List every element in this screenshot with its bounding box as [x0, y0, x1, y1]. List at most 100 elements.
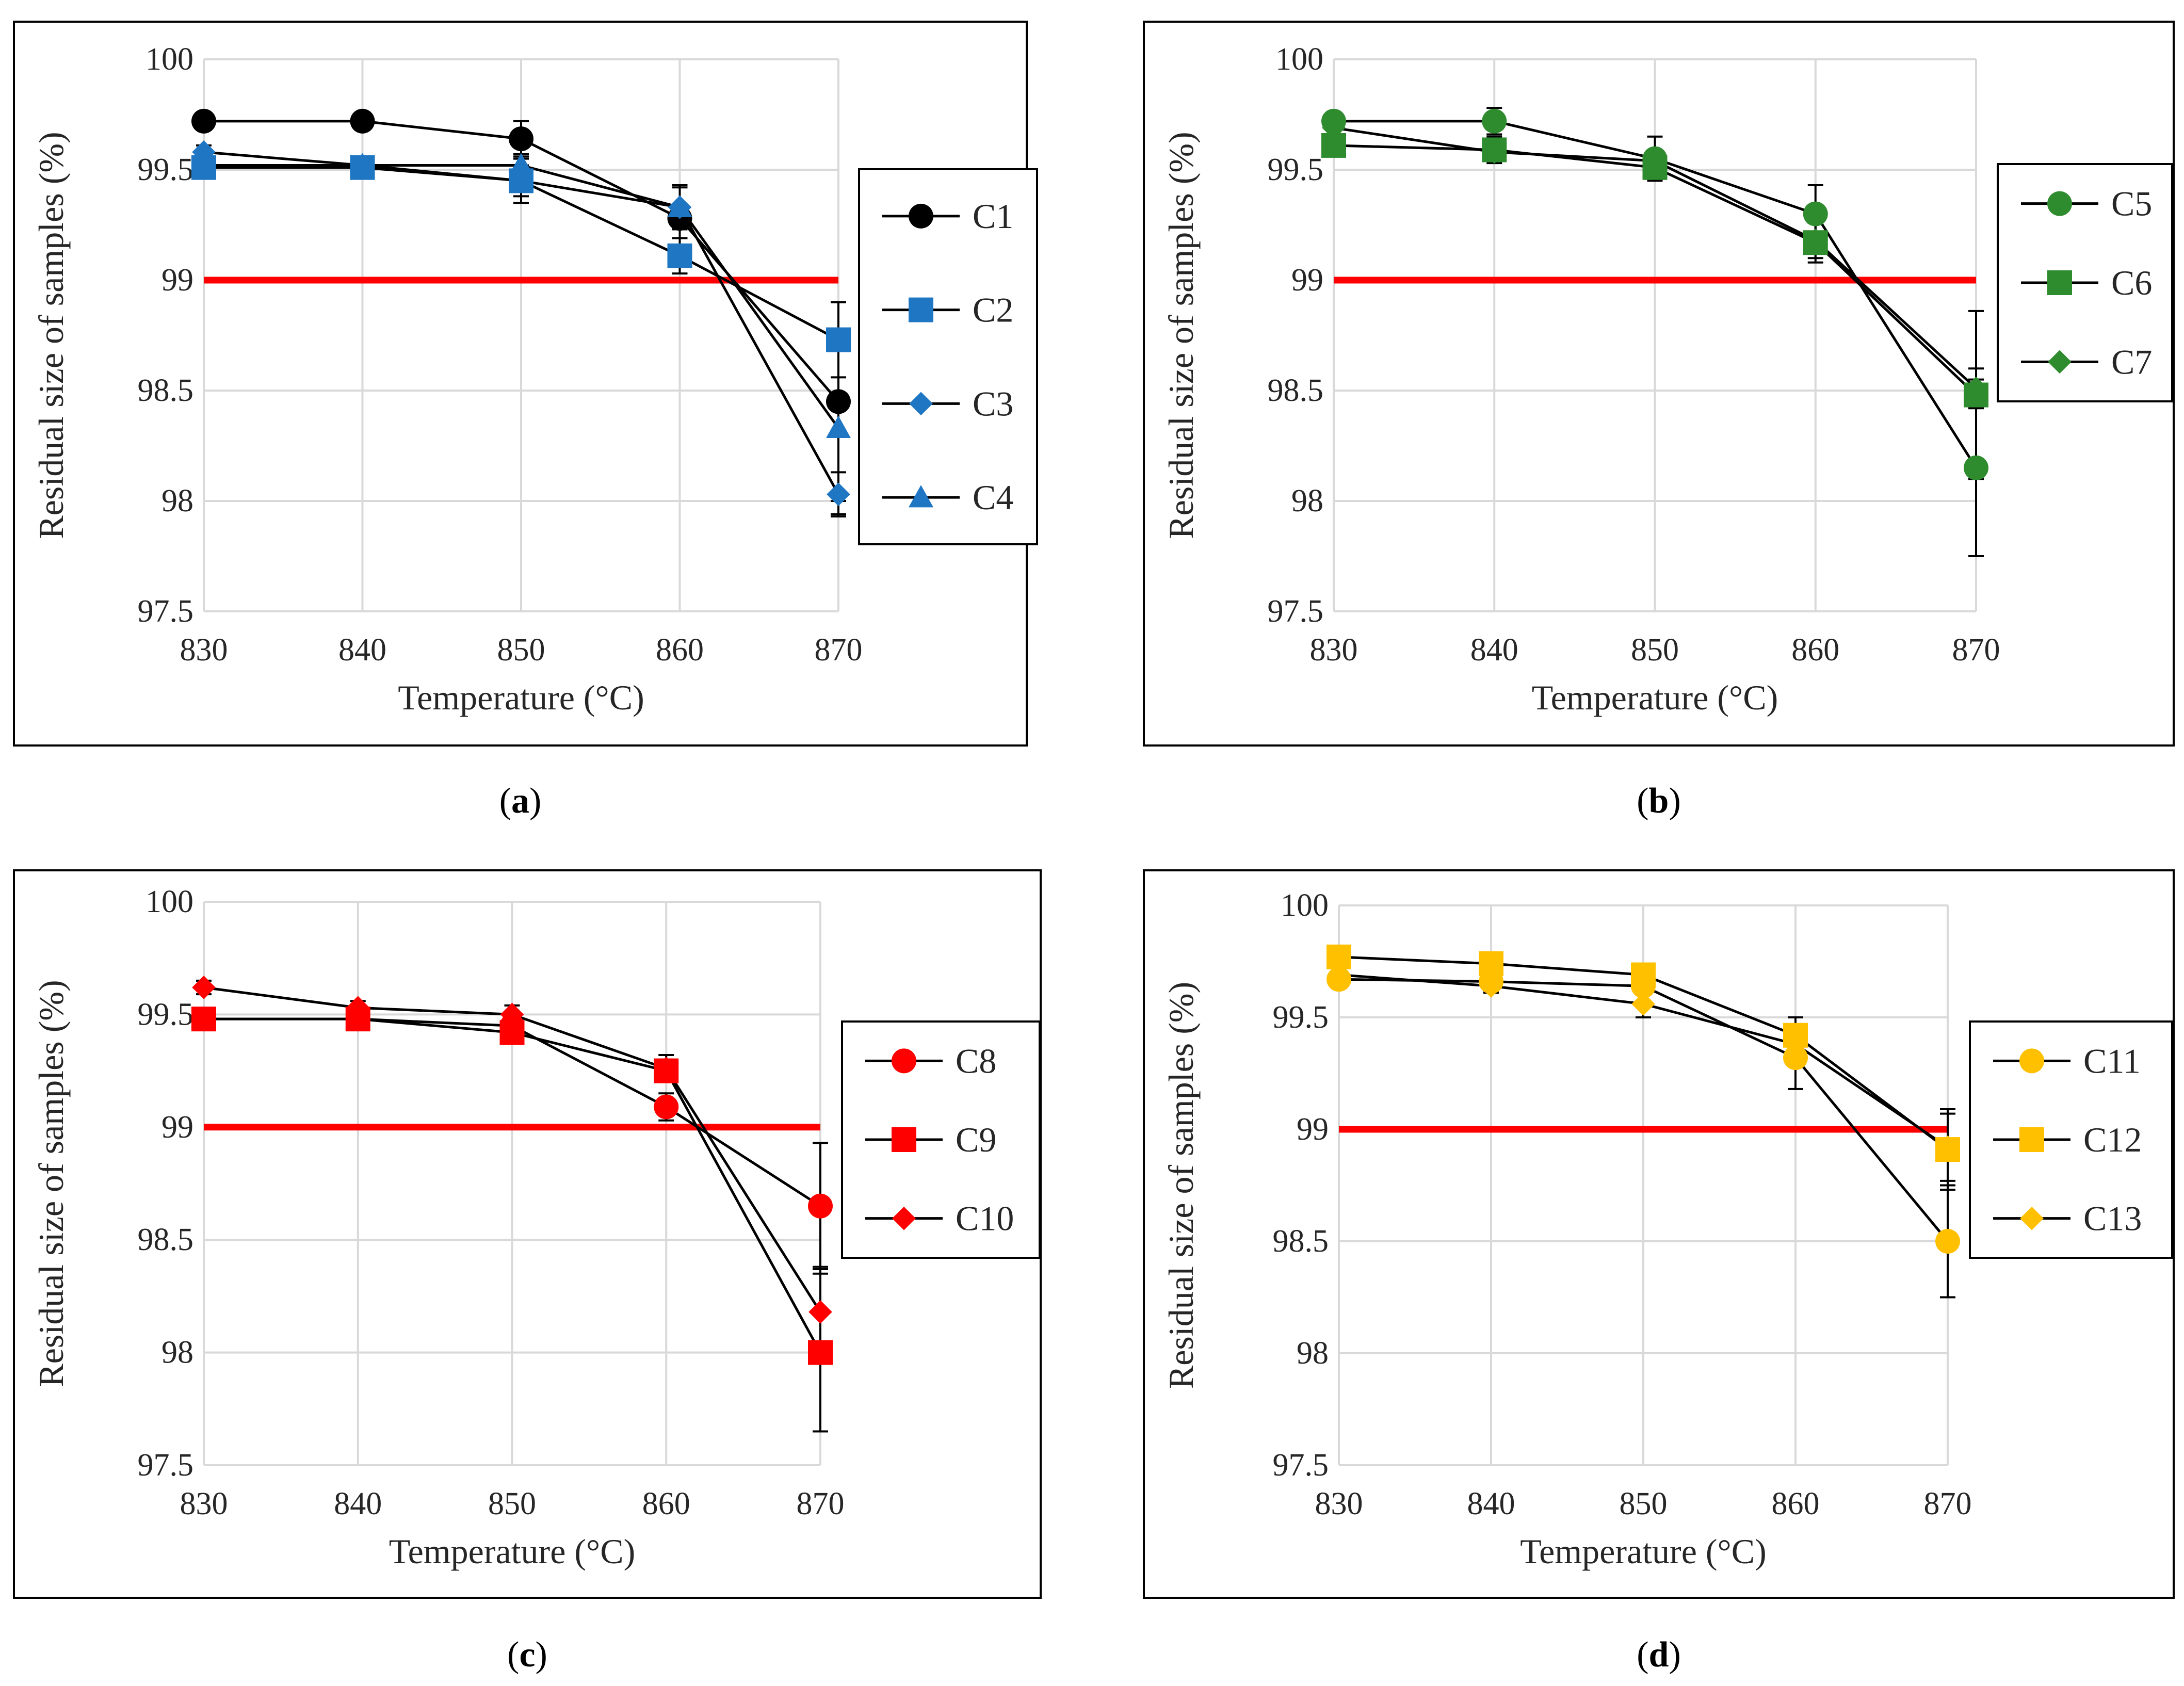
y-tick-label: 97.5	[1268, 594, 1324, 629]
x-tick-label: 850	[1620, 1486, 1668, 1521]
y-tick-label: 100	[1281, 888, 1329, 923]
data-point-c1	[509, 126, 533, 152]
data-point-c4	[350, 153, 375, 175]
y-tick-label: 98.5	[1268, 373, 1324, 408]
y-tick-label: 100	[145, 884, 193, 919]
data-point-c3	[827, 482, 850, 506]
y-tick-label: 98	[1297, 1336, 1329, 1371]
legend-label-c8: C8	[956, 1041, 996, 1080]
data-point-c10	[500, 1002, 524, 1027]
y-tick-label: 99.5	[1268, 152, 1324, 187]
legend-marker-c10	[892, 1206, 916, 1230]
data-point-c9	[808, 1340, 833, 1365]
data-point-c4	[667, 194, 692, 217]
data-point-c7	[1322, 116, 1346, 140]
data-point-c5	[1803, 201, 1828, 226]
chart-frame	[1143, 869, 2175, 1599]
y-tick-label: 98.5	[138, 1222, 194, 1257]
x-tick-label: 860	[642, 1486, 690, 1521]
legend-marker-c6	[2047, 270, 2072, 295]
chart-frame	[1143, 21, 2175, 747]
data-point-c13	[1631, 992, 1655, 1016]
x-tick-label: 870	[1952, 633, 2000, 668]
x-tick-label: 860	[1772, 1486, 1820, 1521]
chart-panel-a: 97.5 98 98.5 99 99.5 100 830 840 850 860 870 Temper…	[13, 21, 1038, 821]
x-axis-label: Temperature (°C)	[1520, 1532, 1766, 1571]
legend-box	[858, 168, 1038, 545]
data-point-c5	[1964, 455, 1988, 480]
x-tick-label: 830	[180, 633, 228, 668]
legend-marker-c2	[909, 297, 933, 322]
legend-marker-c11	[2019, 1048, 2044, 1074]
y-tick-label: 98	[161, 1335, 193, 1370]
chart-panel-c: 97.5 98 98.5 99 99.5 100 830 840 850 860 870 Temper…	[13, 869, 1042, 1675]
y-axis-label: Residual size of samples (%)	[1161, 982, 1201, 1389]
legend-label-c3: C3	[973, 384, 1013, 423]
data-point-c7	[1643, 149, 1667, 173]
y-tick-label: 99	[1297, 1112, 1329, 1147]
legend-marker-c1	[909, 203, 933, 229]
data-point-c2	[667, 243, 692, 268]
data-point-c10	[654, 1057, 678, 1081]
data-point-c4	[191, 153, 216, 175]
y-tick-label: 99.5	[1273, 1000, 1329, 1035]
legend-label-c10: C10	[956, 1199, 1014, 1238]
data-point-c12	[1479, 951, 1503, 976]
x-axis-label: Temperature (°C)	[389, 1532, 635, 1571]
legend-marker-c7	[2048, 350, 2072, 374]
x-tick-label: 870	[797, 1486, 845, 1521]
data-point-c10	[346, 996, 370, 1020]
x-tick-label: 830	[1310, 633, 1358, 668]
legend-label-c13: C13	[2083, 1199, 2142, 1238]
y-tick-label: 98.5	[138, 373, 194, 408]
x-tick-label: 860	[656, 633, 704, 668]
legend-label-c11: C11	[2083, 1041, 2141, 1080]
data-point-c1	[826, 389, 851, 414]
x-tick-label: 830	[1315, 1486, 1363, 1521]
x-tick-label: 850	[497, 633, 545, 668]
legend-label-c4: C4	[973, 478, 1013, 517]
data-point-c9	[191, 1007, 216, 1032]
data-point-c11	[1783, 1045, 1808, 1071]
legend-marker-c9	[892, 1127, 916, 1152]
legend-marker-c12	[2019, 1127, 2044, 1152]
data-point-c7	[1482, 140, 1507, 164]
y-tick-label: 100	[1275, 42, 1323, 77]
legend-label-c1: C1	[973, 197, 1013, 236]
y-tick-label: 97.5	[138, 594, 194, 629]
legend-label-c9: C9	[956, 1120, 996, 1159]
data-point-c13	[1479, 974, 1503, 998]
x-tick-label: 860	[1791, 633, 1839, 668]
y-tick-label: 97.5	[1273, 1448, 1329, 1483]
legend-label-c12: C12	[2083, 1120, 2142, 1159]
panel-caption: (c)	[507, 1635, 547, 1675]
data-point-c13	[1327, 963, 1351, 987]
y-tick-label: 99	[161, 263, 193, 298]
data-point-c10	[192, 976, 216, 999]
x-tick-label: 840	[1470, 633, 1518, 668]
panel-caption: (b)	[1637, 781, 1681, 821]
x-tick-label: 850	[1631, 633, 1679, 668]
y-tick-label: 99.5	[138, 997, 194, 1032]
data-point-c3	[192, 140, 216, 164]
panel-caption: (a)	[499, 781, 542, 821]
y-tick-label: 98	[161, 483, 193, 518]
x-tick-label: 870	[815, 633, 863, 668]
y-tick-label: 99	[161, 1110, 193, 1145]
x-axis-label: Temperature (°C)	[1532, 678, 1778, 717]
x-tick-label: 830	[180, 1486, 228, 1521]
data-point-c1	[350, 108, 375, 134]
legend-marker-c8	[892, 1048, 916, 1074]
y-tick-label: 98	[1291, 483, 1323, 518]
y-axis-label: Residual size of samples (%)	[31, 980, 71, 1387]
data-point-c13	[1784, 1032, 1807, 1056]
data-point-c12	[1631, 962, 1656, 987]
x-tick-label: 840	[1467, 1486, 1515, 1521]
chart-panel-b: 97.5 98 98.5 99 99.5 100 830 840 850 860 870 Temper…	[1143, 21, 2175, 821]
chart-panel-d: 97.5 98 98.5 99 99.5 100 830 840 850 860 870 Temper…	[1143, 869, 2175, 1675]
x-tick-label: 850	[488, 1486, 536, 1521]
legend-label-c2: C2	[973, 290, 1013, 330]
data-point-c5	[1482, 108, 1507, 134]
data-point-c10	[808, 1300, 832, 1324]
